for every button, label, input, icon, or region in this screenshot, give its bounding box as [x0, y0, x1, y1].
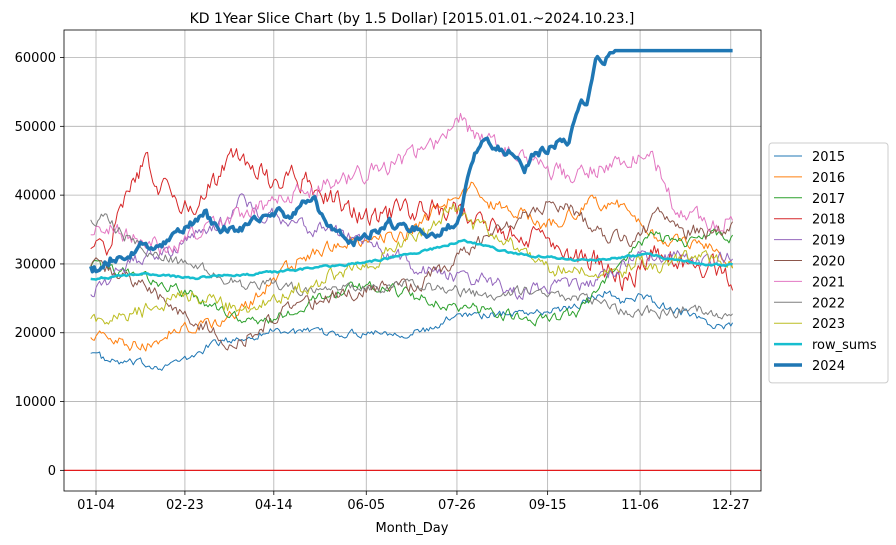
series-line-2019 — [90, 193, 733, 300]
legend-label-2015: 2015 — [812, 150, 845, 165]
x-tick-label: 07-26 — [438, 498, 476, 513]
x-tick-label: 02-23 — [166, 498, 204, 513]
series-lines — [64, 48, 761, 471]
y-tick-label: 10000 — [15, 395, 56, 410]
series-line-2022 — [90, 213, 733, 320]
legend-label-2016: 2016 — [812, 171, 845, 186]
x-tick-label: 09-15 — [529, 498, 567, 513]
x-tick-label: 04-14 — [255, 498, 293, 513]
axes — [60, 29, 762, 495]
tick-labels: 01-04 02-23 04-14 06-05 07-26 09-15 11-06 12-27… — [15, 51, 750, 513]
x-axis-label: Month_Day — [376, 521, 449, 536]
series-line-2018 — [90, 148, 734, 292]
legend-label-2019: 2019 — [812, 234, 845, 249]
legend: 2015 2016 2017 2018 2019 2020 2021 2022 2023 row_… — [768, 142, 889, 384]
legend-label-2022: 2022 — [812, 296, 845, 311]
legend-label-2018: 2018 — [812, 213, 845, 228]
y-tick-label: 0 — [48, 464, 56, 479]
x-tick-label: 12-27 — [712, 498, 750, 513]
series-line-2021 — [90, 112, 734, 255]
y-tick-label: 40000 — [15, 189, 56, 204]
legend-label-2024: 2024 — [812, 359, 845, 374]
chart-title: KD 1Year Slice Chart (by 1.5 Dollar) [20… — [190, 11, 635, 27]
series-line-2017 — [90, 227, 734, 327]
series-line-2015 — [90, 290, 734, 371]
legend-label-row_sums: row_sums — [812, 338, 877, 353]
series-line-row_sums — [90, 238, 734, 281]
y-tick-label: 60000 — [15, 51, 56, 66]
series-line-2023 — [90, 203, 734, 325]
legend-label-2020: 2020 — [812, 255, 845, 270]
y-tick-label: 50000 — [15, 120, 56, 135]
x-tick-label: 01-04 — [77, 498, 115, 513]
x-tick-label: 11-06 — [621, 498, 659, 513]
series-line-2024 — [89, 48, 733, 274]
legend-label-2023: 2023 — [812, 317, 845, 332]
y-tick-label: 30000 — [15, 257, 56, 272]
series-line-2020 — [90, 200, 734, 351]
grid-lines — [64, 30, 761, 491]
plot-frame — [63, 29, 762, 492]
legend-label-2017: 2017 — [812, 192, 845, 207]
legend-label-2021: 2021 — [812, 275, 845, 290]
y-tick-label: 20000 — [15, 326, 56, 341]
x-tick-label: 06-05 — [347, 498, 385, 513]
